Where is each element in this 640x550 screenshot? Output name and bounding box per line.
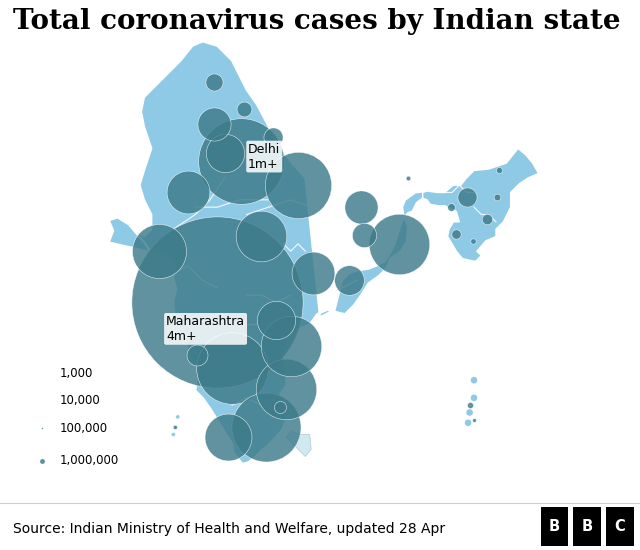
Point: [223, 433, 233, 442]
Circle shape: [173, 425, 177, 430]
Point: [154, 247, 164, 256]
Point: [37, 370, 47, 378]
Text: 1,000,000: 1,000,000: [60, 454, 119, 467]
Point: [239, 104, 249, 113]
Point: [445, 203, 456, 212]
Polygon shape: [286, 432, 311, 456]
Point: [461, 192, 472, 201]
Point: [260, 423, 271, 432]
Point: [192, 351, 202, 360]
Polygon shape: [109, 41, 538, 464]
Text: 10,000: 10,000: [60, 394, 100, 407]
Point: [344, 276, 355, 285]
Point: [227, 364, 237, 373]
Text: 1,000: 1,000: [60, 367, 93, 380]
Point: [308, 269, 318, 278]
Point: [482, 214, 492, 223]
Point: [37, 456, 47, 465]
Point: [356, 203, 366, 212]
Text: C: C: [614, 519, 625, 534]
Text: Total coronavirus cases by Indian state: Total coronavirus cases by Indian state: [13, 8, 620, 35]
Point: [170, 423, 180, 432]
Text: 100,000: 100,000: [60, 422, 108, 435]
Point: [293, 181, 303, 190]
Point: [37, 424, 47, 433]
Point: [268, 133, 278, 141]
Point: [281, 384, 291, 393]
FancyBboxPatch shape: [573, 508, 601, 546]
Point: [209, 78, 220, 87]
Point: [469, 415, 479, 424]
Text: Delhi
1m+: Delhi 1m+: [248, 142, 280, 170]
Polygon shape: [422, 148, 538, 261]
Circle shape: [470, 377, 477, 384]
Point: [271, 316, 281, 324]
Circle shape: [175, 415, 180, 419]
Circle shape: [465, 419, 472, 426]
Point: [285, 342, 296, 351]
Point: [183, 188, 193, 197]
Point: [209, 119, 220, 128]
Point: [465, 401, 475, 410]
Point: [494, 166, 504, 175]
Text: B: B: [549, 519, 560, 534]
FancyBboxPatch shape: [606, 508, 634, 546]
FancyBboxPatch shape: [541, 508, 568, 546]
Point: [212, 298, 223, 307]
Text: Source: Indian Ministry of Health and Welfare, updated 28 Apr: Source: Indian Ministry of Health and We…: [13, 522, 445, 536]
Point: [403, 173, 413, 182]
Circle shape: [466, 409, 473, 416]
Circle shape: [171, 432, 175, 437]
Point: [236, 157, 246, 166]
Point: [37, 396, 47, 405]
Point: [451, 229, 461, 238]
Circle shape: [470, 394, 477, 402]
Point: [275, 402, 285, 411]
Point: [359, 230, 369, 239]
Point: [394, 239, 404, 248]
Point: [220, 148, 230, 157]
Point: [467, 236, 477, 245]
Text: B: B: [582, 519, 593, 534]
Point: [492, 192, 502, 201]
Point: [256, 232, 266, 241]
Text: Maharashtra
4m+: Maharashtra 4m+: [166, 315, 245, 343]
